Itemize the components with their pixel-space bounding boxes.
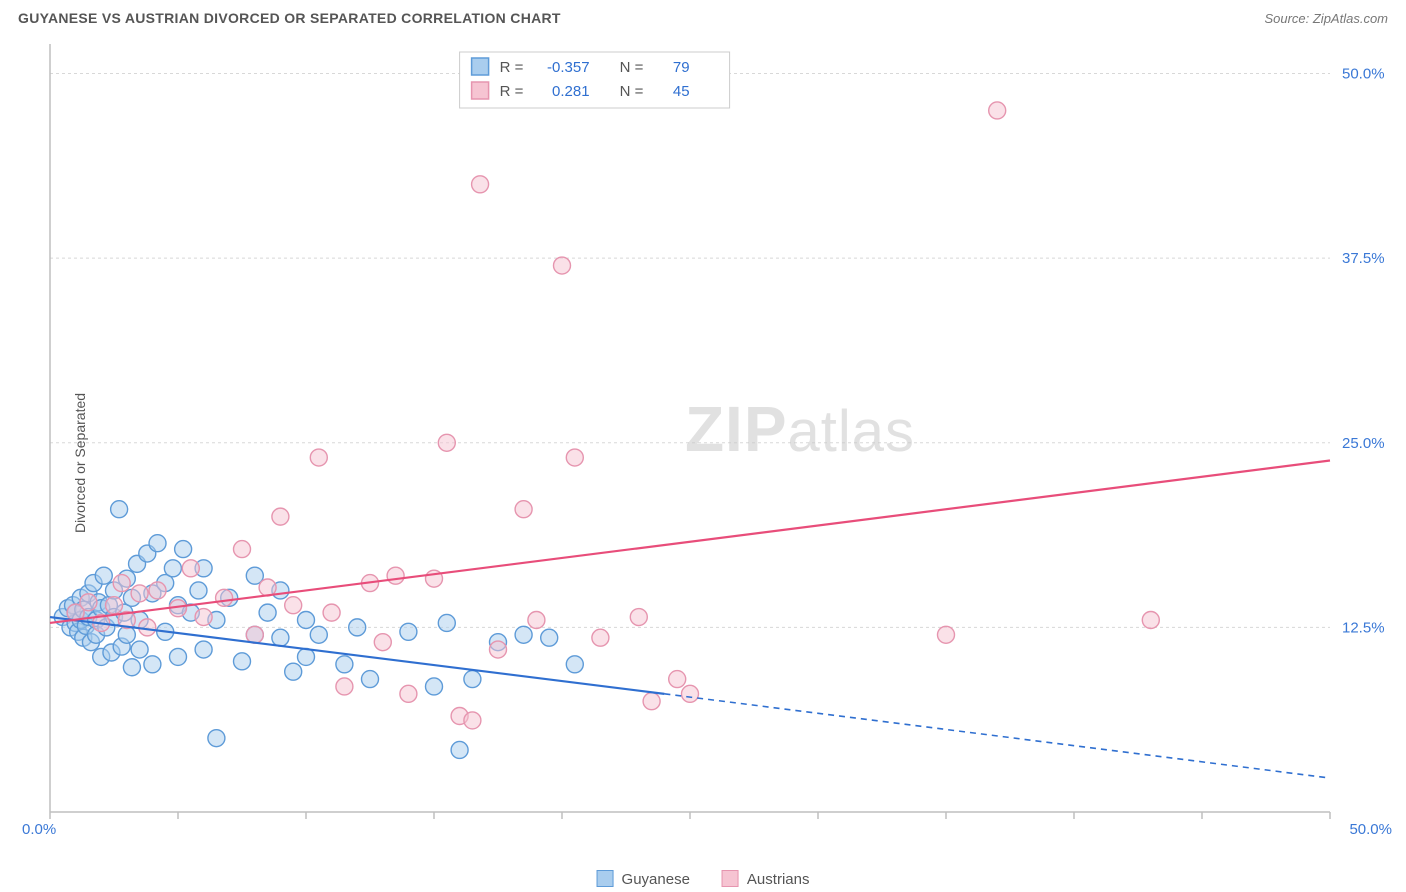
- svg-text:50.0%: 50.0%: [1342, 66, 1385, 83]
- legend-item: Austrians: [722, 870, 810, 888]
- svg-text:R =: R =: [500, 83, 524, 100]
- svg-text:12.5%: 12.5%: [1342, 619, 1385, 636]
- svg-text:45: 45: [673, 83, 690, 100]
- svg-text:50.0%: 50.0%: [1349, 821, 1392, 838]
- svg-text:37.5%: 37.5%: [1342, 250, 1385, 267]
- svg-text:0.0%: 0.0%: [22, 821, 56, 838]
- svg-text:N =: N =: [620, 59, 644, 76]
- svg-text:25.0%: 25.0%: [1342, 435, 1385, 452]
- legend-swatch: [722, 870, 739, 887]
- page-title: GUYANESE VS AUSTRIAN DIVORCED OR SEPARAT…: [18, 10, 561, 26]
- svg-text:79: 79: [673, 59, 690, 76]
- svg-text:N =: N =: [620, 83, 644, 100]
- svg-text:-0.357: -0.357: [547, 59, 590, 76]
- legend-swatch: [597, 870, 614, 887]
- source-attribution: Source: ZipAtlas.com: [1264, 11, 1388, 26]
- svg-text:0.281: 0.281: [552, 83, 590, 100]
- svg-text:R =: R =: [500, 59, 524, 76]
- correlation-scatter-chart: 12.5% 25.0% 37.5% 50.0% ZIPatlas 0.0% 50.0% R =…: [0, 34, 1406, 862]
- svg-text:ZIPatlas: ZIPatlas: [685, 393, 915, 465]
- legend-bottom: Guyanese Austrians: [597, 870, 810, 888]
- legend-item: Guyanese: [597, 870, 690, 888]
- y-axis-label: Divorced or Separated: [72, 393, 88, 533]
